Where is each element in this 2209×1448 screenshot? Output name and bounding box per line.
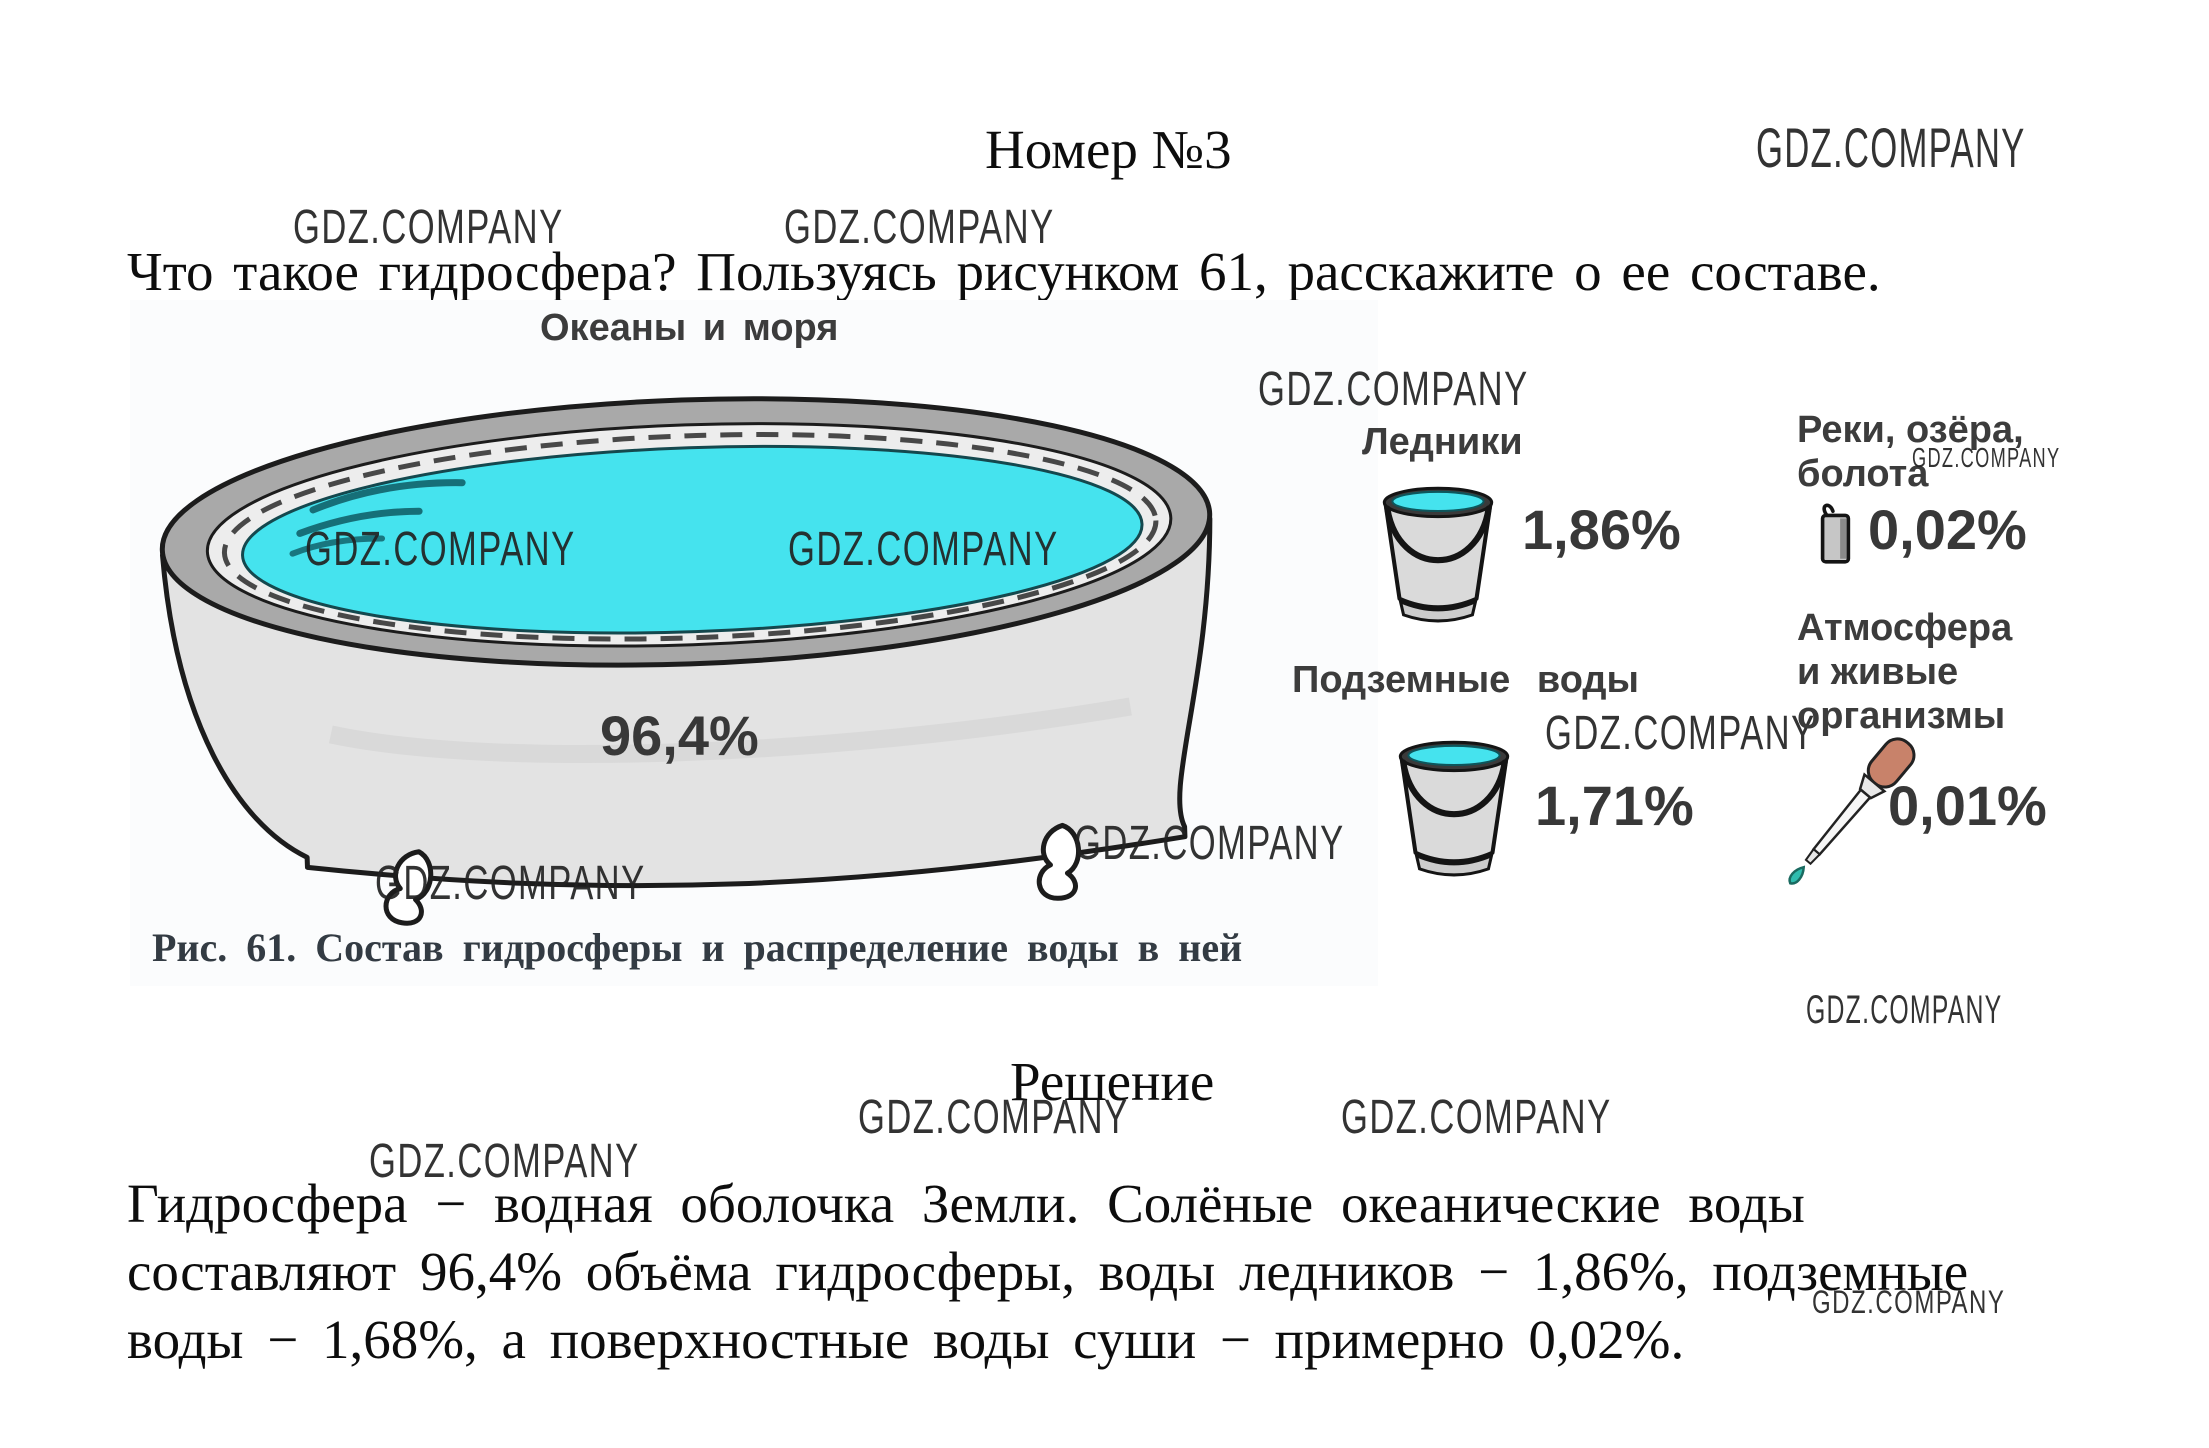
bucket-icon <box>1398 740 1510 877</box>
tub-foot-left <box>383 849 434 926</box>
gdz-watermark: GDZ.COMPANY <box>369 1135 640 1188</box>
gdz-watermark: GDZ.COMPANY <box>1806 988 2003 1032</box>
bucket-icon <box>1382 486 1494 623</box>
gdz-watermark: GDZ.COMPANY <box>784 201 1055 254</box>
atmosphere-label: Атмосфера и живые организмы <box>1797 607 2013 737</box>
gdz-watermark: GDZ.COMPANY <box>305 523 576 576</box>
gdz-watermark: GDZ.COMPANY <box>1341 1091 1612 1144</box>
gdz-watermark: GDZ.COMPANY <box>293 201 564 254</box>
gdz-watermark: GDZ.COMPANY <box>1812 1284 2006 1320</box>
groundwater-label: Подземные воды <box>1292 659 1639 701</box>
atmosphere-value: 0,01% <box>1888 774 2047 837</box>
gdz-watermark: GDZ.COMPANY <box>1074 817 1345 870</box>
glaciers-label: Ледники <box>1362 421 1523 463</box>
gdz-watermark: GDZ.COMPANY <box>858 1091 1129 1144</box>
gdz-watermark: GDZ.COMPANY <box>1258 363 1529 416</box>
gdz-watermark: GDZ.COMPANY <box>788 523 1059 576</box>
solution-heading: Решение <box>1010 1051 1215 1112</box>
bathtub-illustration <box>159 396 1213 926</box>
glass-icon <box>1820 503 1851 564</box>
oceans-value: 96,4% <box>600 704 759 767</box>
answer-line: составляют 96,4% объёма гидросферы, воды… <box>127 1241 1969 1302</box>
question-text: Что такое гидросфера? Пользуясь рисунком… <box>127 241 1881 302</box>
gdz-watermark: GDZ.COMPANY <box>375 857 646 910</box>
page-title: Номер №3 <box>985 119 1232 180</box>
oceans-label: Океаны и моря <box>540 307 839 349</box>
groundwater-value: 1,71% <box>1535 774 1694 837</box>
rivers-value: 0,02% <box>1868 498 2027 561</box>
figure-caption: Рис. 61. Состав гидросферы и распределен… <box>152 925 1243 970</box>
tub-foot-right <box>1036 822 1082 901</box>
answer-line: Гидросфера − водная оболочка Земли. Солё… <box>127 1173 1805 1234</box>
gdz-watermark: GDZ.COMPANY <box>1545 707 1816 760</box>
glaciers-value: 1,86% <box>1522 498 1681 561</box>
rivers-label: Реки, озёра, болота <box>1797 409 2024 495</box>
gdz-watermark: GDZ.COMPANY <box>1756 116 2026 179</box>
answer-line: воды − 1,68%, а поверхностные воды суши … <box>127 1309 1685 1370</box>
gdz-watermark: GDZ.COMPANY <box>1912 442 2061 473</box>
pipette-icon <box>1788 737 1916 885</box>
